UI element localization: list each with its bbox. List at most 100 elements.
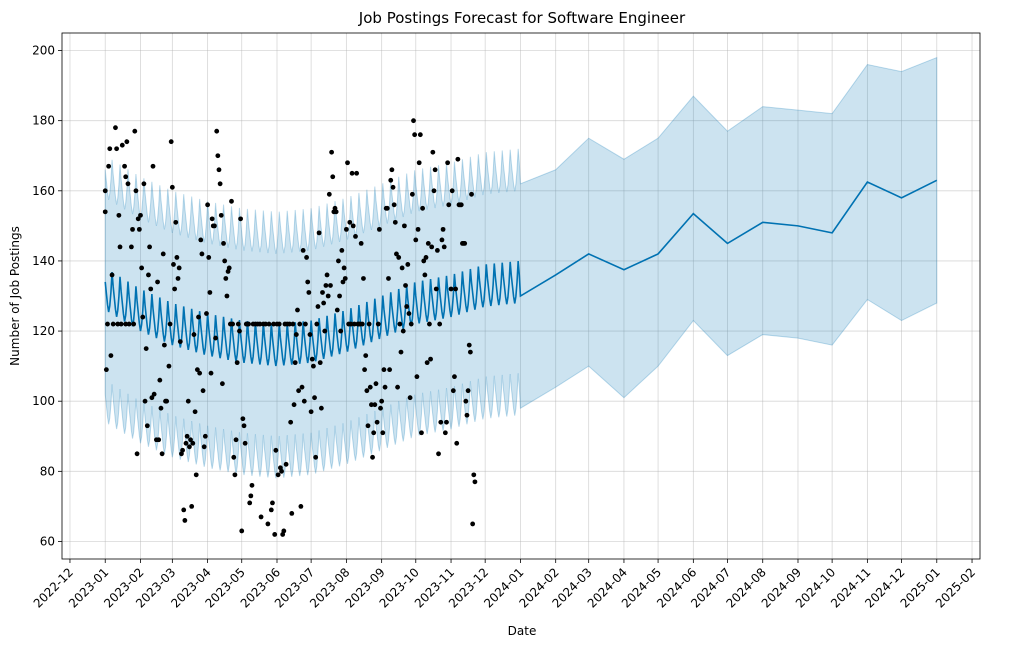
observed-point: [172, 286, 178, 292]
observed-point: [290, 321, 296, 327]
observed-point: [177, 339, 183, 344]
observed-point: [123, 174, 129, 180]
observed-point: [123, 321, 129, 327]
observed-point: [263, 321, 269, 327]
observed-point: [117, 244, 123, 250]
observed-point: [305, 279, 311, 285]
observed-point: [416, 160, 422, 166]
observed-point: [309, 356, 315, 362]
observed-point: [470, 521, 476, 527]
observed-point: [348, 321, 354, 327]
observed-point: [306, 290, 312, 295]
observed-point: [441, 244, 447, 250]
observed-point: [322, 328, 328, 334]
observed-point: [300, 248, 306, 253]
observed-point: [450, 388, 456, 394]
observed-point: [149, 395, 155, 401]
observed-point: [148, 286, 154, 292]
y-tick-label: 80: [40, 464, 55, 478]
observed-point: [425, 241, 431, 246]
observed-point: [161, 342, 167, 348]
observed-point: [107, 146, 113, 152]
observed-point: [128, 244, 134, 250]
observed-point: [446, 202, 452, 208]
observed-point: [417, 132, 423, 138]
observed-point: [316, 230, 322, 236]
y-axis: 60 80 100 120 140 160 180 200: [32, 44, 62, 548]
observed-point: [193, 472, 199, 478]
observed-point: [414, 374, 420, 380]
uncertainty-band: [104, 56, 938, 479]
observed-point: [301, 398, 307, 404]
observed-point: [382, 384, 388, 390]
observed-point: [118, 321, 124, 327]
observed-point: [229, 198, 234, 204]
observed-point: [429, 244, 435, 250]
observed-point: [219, 381, 225, 387]
observed-point: [442, 430, 448, 436]
observed-point: [413, 237, 419, 243]
observed-point: [298, 504, 304, 509]
observed-point: [143, 346, 149, 351]
observed-point: [406, 311, 412, 316]
observed-point: [122, 163, 127, 169]
observed-point: [403, 283, 408, 288]
observed-point: [452, 374, 457, 380]
observed-point: [106, 163, 112, 169]
observed-point: [466, 342, 472, 348]
observed-point: [200, 388, 206, 394]
observed-point: [351, 321, 357, 327]
observed-point: [405, 262, 411, 267]
observed-point: [311, 363, 316, 369]
observed-point: [421, 258, 427, 264]
observed-point: [238, 216, 243, 222]
observed-point: [337, 293, 342, 299]
observed-point: [402, 223, 407, 229]
observed-point: [126, 321, 132, 327]
observed-point: [136, 226, 142, 232]
observed-point: [141, 181, 147, 187]
observed-point: [371, 430, 377, 436]
observed-point: [208, 370, 214, 376]
observed-point: [325, 293, 331, 299]
observed-point: [314, 321, 320, 327]
observed-point: [358, 241, 364, 246]
y-tick-label: 60: [40, 534, 55, 548]
observed-point: [353, 233, 358, 239]
observed-point: [108, 353, 114, 359]
y-axis-label: Number of Job Postings: [8, 226, 22, 366]
observed-point: [271, 321, 276, 327]
observed-point: [125, 181, 131, 187]
observed-point: [404, 304, 410, 309]
observed-point: [363, 353, 369, 359]
observed-point: [110, 321, 116, 327]
observed-point: [207, 290, 213, 295]
observed-point: [134, 451, 140, 457]
observed-point: [359, 321, 365, 327]
observed-point: [216, 167, 222, 173]
observed-point: [248, 493, 254, 499]
observed-point: [273, 447, 279, 453]
observed-point: [307, 332, 313, 337]
observed-point: [158, 405, 164, 411]
observed-point: [315, 304, 321, 309]
observed-point: [437, 321, 443, 327]
observed-point: [150, 163, 156, 169]
observed-point: [397, 321, 403, 327]
observed-point: [345, 160, 350, 166]
observed-point: [376, 226, 382, 232]
observed-point: [183, 440, 189, 446]
observed-point: [469, 191, 474, 197]
observed-point: [215, 153, 221, 159]
observed-point: [392, 219, 398, 225]
observed-point: [187, 444, 192, 450]
observed-point: [427, 321, 432, 327]
observed-point: [240, 416, 246, 422]
x-axis: 2022-122023-012023-022023-032023-042023-…: [31, 559, 978, 611]
observed-point: [334, 307, 340, 313]
observed-point: [109, 272, 115, 278]
observed-point: [182, 518, 188, 523]
observed-point: [234, 360, 240, 366]
observed-point: [432, 167, 438, 173]
observed-point: [257, 321, 263, 327]
